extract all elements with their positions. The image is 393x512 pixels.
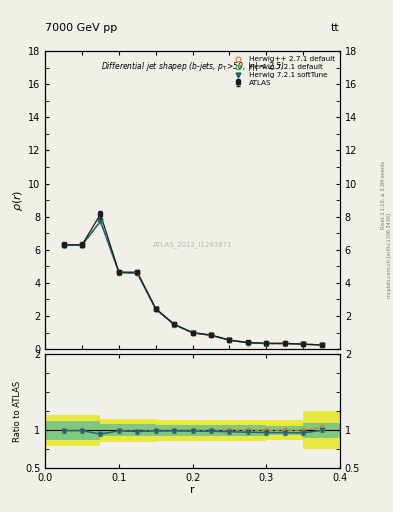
Herwig++ 2.7.1 default	[246, 339, 250, 346]
Herwig 7.2.1 default	[98, 218, 103, 224]
Herwig++ 2.7.1 default	[61, 242, 66, 248]
Herwig++ 2.7.1 default	[319, 342, 324, 348]
Herwig 7.2.1 default	[264, 340, 269, 347]
Legend: Herwig++ 2.7.1 default, Herwig 7.2.1 default, Herwig 7.2.1 softTune, ATLAS: Herwig++ 2.7.1 default, Herwig 7.2.1 def…	[229, 55, 336, 88]
Herwig 7.2.1 softTune	[153, 306, 158, 312]
Herwig++ 2.7.1 default	[209, 332, 213, 338]
Herwig++ 2.7.1 default	[172, 322, 176, 328]
Herwig 7.2.1 default	[227, 337, 232, 344]
Herwig 7.2.1 default	[301, 341, 305, 347]
Herwig 7.2.1 default	[80, 242, 84, 248]
Herwig 7.2.1 default	[190, 330, 195, 336]
Text: Rivet 3.1.10, ≥ 3.3M events: Rivet 3.1.10, ≥ 3.3M events	[381, 160, 386, 229]
Herwig 7.2.1 softTune	[172, 322, 176, 328]
Text: 7000 GeV pp: 7000 GeV pp	[45, 23, 118, 33]
Text: ATLAS_2012_I1243871: ATLAS_2012_I1243871	[153, 242, 232, 248]
Herwig 7.2.1 softTune	[319, 342, 324, 348]
Herwig++ 2.7.1 default	[282, 340, 287, 347]
Herwig 7.2.1 softTune	[135, 270, 140, 276]
Y-axis label: Ratio to ATLAS: Ratio to ATLAS	[13, 381, 22, 442]
Herwig 7.2.1 default	[209, 332, 213, 338]
Herwig++ 2.7.1 default	[117, 269, 121, 275]
Herwig++ 2.7.1 default	[135, 270, 140, 276]
Text: Differential jet shapep (b-jets, $p_{\rm T}$>50, $|\eta|$ < 2.5): Differential jet shapep (b-jets, $p_{\rm…	[101, 60, 285, 73]
Herwig 7.2.1 softTune	[301, 341, 305, 347]
Y-axis label: $\rho(r)$: $\rho(r)$	[11, 189, 25, 211]
Herwig 7.2.1 default	[246, 340, 250, 346]
Herwig++ 2.7.1 default	[153, 306, 158, 312]
Herwig 7.2.1 softTune	[246, 340, 250, 346]
Line: Herwig 7.2.1 softTune: Herwig 7.2.1 softTune	[61, 219, 324, 347]
Herwig 7.2.1 default	[61, 242, 66, 248]
Herwig 7.2.1 default	[153, 306, 158, 312]
Herwig 7.2.1 softTune	[190, 330, 195, 336]
Line: Herwig 7.2.1 default: Herwig 7.2.1 default	[61, 219, 324, 347]
Herwig 7.2.1 softTune	[282, 340, 287, 347]
Herwig++ 2.7.1 default	[301, 341, 305, 347]
Herwig++ 2.7.1 default	[264, 340, 269, 347]
Text: mcplots.cern.ch [arXiv:1306.3436]: mcplots.cern.ch [arXiv:1306.3436]	[387, 214, 391, 298]
Herwig 7.2.1 softTune	[264, 340, 269, 347]
Herwig 7.2.1 softTune	[98, 218, 103, 224]
Herwig 7.2.1 softTune	[209, 332, 213, 338]
Herwig 7.2.1 default	[172, 322, 176, 328]
Herwig++ 2.7.1 default	[190, 330, 195, 336]
Herwig 7.2.1 softTune	[227, 337, 232, 344]
Herwig 7.2.1 default	[135, 270, 140, 276]
Herwig++ 2.7.1 default	[80, 242, 84, 248]
Herwig 7.2.1 softTune	[117, 269, 121, 275]
Text: tt: tt	[331, 23, 340, 33]
X-axis label: r: r	[190, 485, 195, 495]
Herwig++ 2.7.1 default	[98, 218, 103, 224]
Herwig 7.2.1 softTune	[80, 242, 84, 248]
Herwig 7.2.1 default	[117, 269, 121, 275]
Herwig 7.2.1 default	[319, 342, 324, 348]
Herwig 7.2.1 softTune	[61, 242, 66, 248]
Herwig 7.2.1 default	[282, 340, 287, 347]
Line: Herwig++ 2.7.1 default: Herwig++ 2.7.1 default	[61, 219, 324, 347]
Herwig++ 2.7.1 default	[227, 337, 232, 343]
